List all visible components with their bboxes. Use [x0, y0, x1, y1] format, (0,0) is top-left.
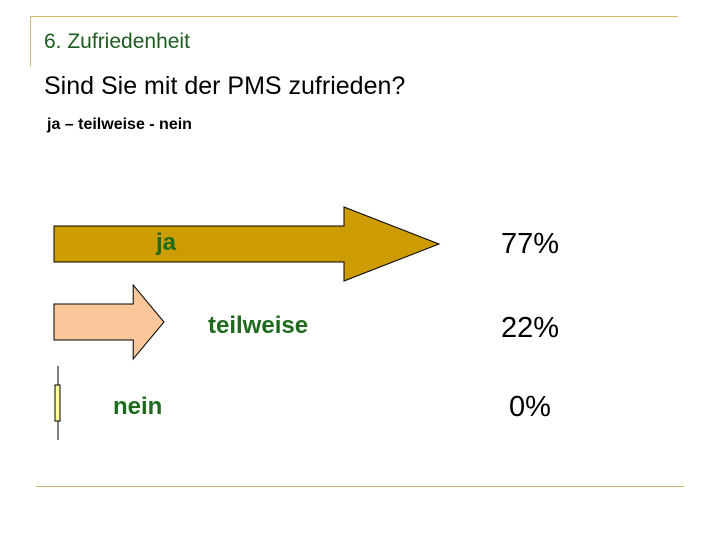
category-label-nein: nein — [113, 393, 162, 420]
top-rule — [30, 16, 678, 17]
category-label-teilweise: teilweise — [208, 312, 308, 339]
arrow-ja — [53, 206, 441, 282]
section-title: 6. Zufriedenheit — [44, 30, 190, 53]
arrow-teilweise — [53, 283, 165, 361]
value-label-teilweise: 22% — [501, 312, 559, 344]
category-label-ja: ja — [155, 229, 177, 256]
value-label-ja: 77% — [501, 228, 559, 260]
question-heading: Sind Sie mit der PMS zufrieden? — [44, 72, 406, 100]
arrow-nein — [54, 384, 61, 422]
bottom-rule — [36, 486, 684, 487]
left-rule — [30, 16, 31, 66]
value-label-nein: 0% — [509, 391, 551, 423]
options-line: ja – teilweise - nein — [47, 116, 192, 133]
